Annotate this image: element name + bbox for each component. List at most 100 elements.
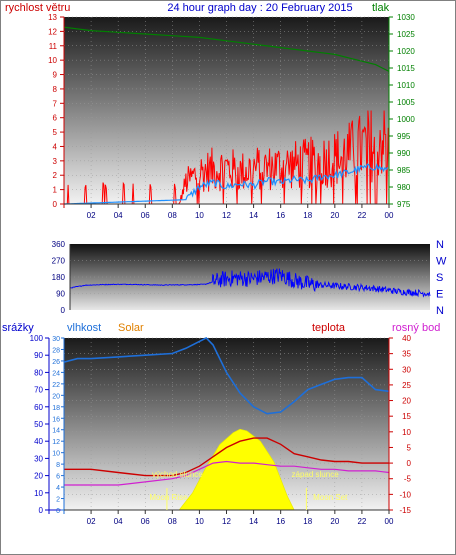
wind-y-tick-label: 4	[53, 142, 58, 151]
wind-y-tick-label: 5	[53, 128, 58, 137]
wind-x-tick-label: 02	[87, 211, 96, 220]
wind-x-tick-label: 10	[195, 211, 204, 220]
pressure-y-tick-label: 1010	[397, 81, 415, 90]
wind-x-tick-label: 22	[357, 211, 366, 220]
thp-x-tick-label: 20	[330, 517, 339, 526]
axis-layer: 0123456789101112139759809859909951000100…	[30, 13, 447, 526]
wind-y-tick-label: 9	[53, 71, 58, 80]
rain-y-tick-label: 60	[34, 403, 43, 412]
humidity-y-tick-label: 2	[56, 497, 60, 504]
rain-y-tick-label: 10	[34, 489, 43, 498]
direction-y-tick-label: 180	[52, 273, 66, 282]
temperature-y-tick-label: 0	[407, 459, 412, 468]
humidity-y-tick-label: 12	[52, 439, 60, 446]
rain-y-tick-label: 0	[39, 506, 44, 515]
wind-x-tick-label: 00	[385, 211, 394, 220]
humidity-y-tick-label: 0	[56, 508, 60, 515]
chart-title: 24 hour graph day : 20 February 2015	[167, 2, 352, 14]
wind-x-tick-label: 16	[276, 211, 285, 220]
temperature-y-tick-label: 25	[402, 381, 411, 390]
pressure-y-tick-label: 1005	[397, 98, 415, 107]
thp-x-tick-label: 10	[195, 517, 204, 526]
rain-y-tick-label: 30	[34, 454, 43, 463]
wind-x-tick-label: 14	[249, 211, 258, 220]
thp-x-tick-label: 08	[168, 517, 177, 526]
direction-series	[69, 268, 431, 298]
wind-y-tick-label: 3	[53, 157, 58, 166]
humidity-y-tick-label: 4	[56, 485, 60, 492]
rain-y-tick-label: 90	[34, 351, 43, 360]
pressure-y-tick-label: 1015	[397, 64, 415, 73]
temperature-y-tick-label: -10	[399, 490, 411, 499]
dewpoint-label: rosný bod	[392, 322, 440, 334]
thp-x-tick-label: 00	[385, 517, 394, 526]
thp-x-tick-label: 22	[357, 517, 366, 526]
pressure-y-tick-label: 990	[397, 149, 411, 158]
wind-y-tick-label: 11	[49, 42, 58, 51]
compass-letter: S	[436, 272, 443, 284]
humidity-y-tick-label: 6	[56, 474, 60, 481]
thp-x-tick-label: 04	[114, 517, 123, 526]
rain-y-tick-label: 50	[34, 420, 43, 429]
pressure-y-tick-label: 980	[397, 183, 411, 192]
solar-layer	[178, 428, 295, 511]
wind-x-tick-label: 08	[168, 211, 177, 220]
wind-y-tick-label: 12	[48, 27, 57, 36]
pressure-label: tlak	[372, 2, 390, 14]
rain-y-tick-label: 20	[34, 472, 43, 481]
humidity-y-tick-label: 20	[52, 393, 60, 400]
humidity-y-tick-label: 16	[52, 416, 60, 423]
humidity-y-tick-label: 8	[56, 462, 60, 469]
wind-y-tick-label: 0	[53, 200, 58, 209]
pressure-y-tick-label: 985	[397, 166, 411, 175]
wind-y-tick-label: 10	[48, 56, 57, 65]
humidity-y-tick-label: 10	[52, 451, 60, 458]
thp-x-tick-label: 02	[87, 517, 96, 526]
direction-y-tick-label: 0	[61, 306, 66, 315]
compass-letter: N	[436, 239, 444, 251]
rain-y-tick-label: 100	[30, 334, 44, 343]
thp-x-tick-label: 14	[249, 517, 258, 526]
direction-y-tick-label: 360	[52, 240, 66, 249]
pressure-y-tick-label: 1025	[397, 30, 415, 39]
humidity-y-tick-label: 24	[52, 370, 60, 377]
temperature-y-tick-label: 30	[402, 365, 411, 374]
temperature-y-tick-label: -15	[399, 506, 411, 515]
moonset-label: Moon Set	[313, 493, 348, 502]
wind-x-tick-label: 12	[222, 211, 231, 220]
dewpoint-series	[64, 460, 390, 486]
pressure-y-tick-label: 1030	[397, 13, 415, 22]
thp-x-tick-label: 16	[276, 517, 285, 526]
sunset-label: západ slunce	[292, 470, 340, 479]
wind-y-tick-label: 7	[53, 99, 58, 108]
temperature-y-tick-label: -5	[404, 475, 412, 484]
wind-x-tick-label: 18	[303, 211, 312, 220]
thp-x-tick-label: 18	[303, 517, 312, 526]
temperature-y-tick-label: 15	[402, 412, 411, 421]
rain-label: srážky	[2, 322, 34, 334]
humidity-y-tick-label: 30	[52, 336, 60, 343]
wind-y-tick-label: 1	[53, 186, 58, 195]
moonrise-label: Moon Rise	[149, 493, 188, 502]
compass-letter: E	[436, 289, 443, 301]
humidity-y-tick-label: 14	[52, 428, 60, 435]
temperature-y-tick-label: 20	[402, 397, 411, 406]
solar-area	[178, 428, 295, 511]
series-layer	[63, 26, 431, 486]
wind-x-tick-label: 06	[141, 211, 150, 220]
humidity-y-tick-label: 26	[52, 359, 60, 366]
wind-x-tick-label: 04	[114, 211, 123, 220]
annotation-layer: východ slunce západ slunce Moon Rise Moon S…	[149, 470, 348, 510]
rain-y-tick-label: 40	[34, 437, 43, 446]
wind-y-tick-label: 8	[53, 85, 58, 94]
rain-y-tick-label: 70	[34, 386, 43, 395]
compass-letter: N	[436, 305, 444, 317]
pressure-y-tick-label: 1020	[397, 47, 415, 56]
humidity-y-tick-label: 28	[52, 347, 60, 354]
humidity-label: vlhkost	[67, 322, 101, 334]
temperature-y-tick-label: 40	[402, 334, 411, 343]
humidity-y-tick-label: 18	[52, 405, 60, 412]
wind-label: rychlost větru	[5, 2, 70, 14]
pressure-y-tick-label: 975	[397, 200, 411, 209]
